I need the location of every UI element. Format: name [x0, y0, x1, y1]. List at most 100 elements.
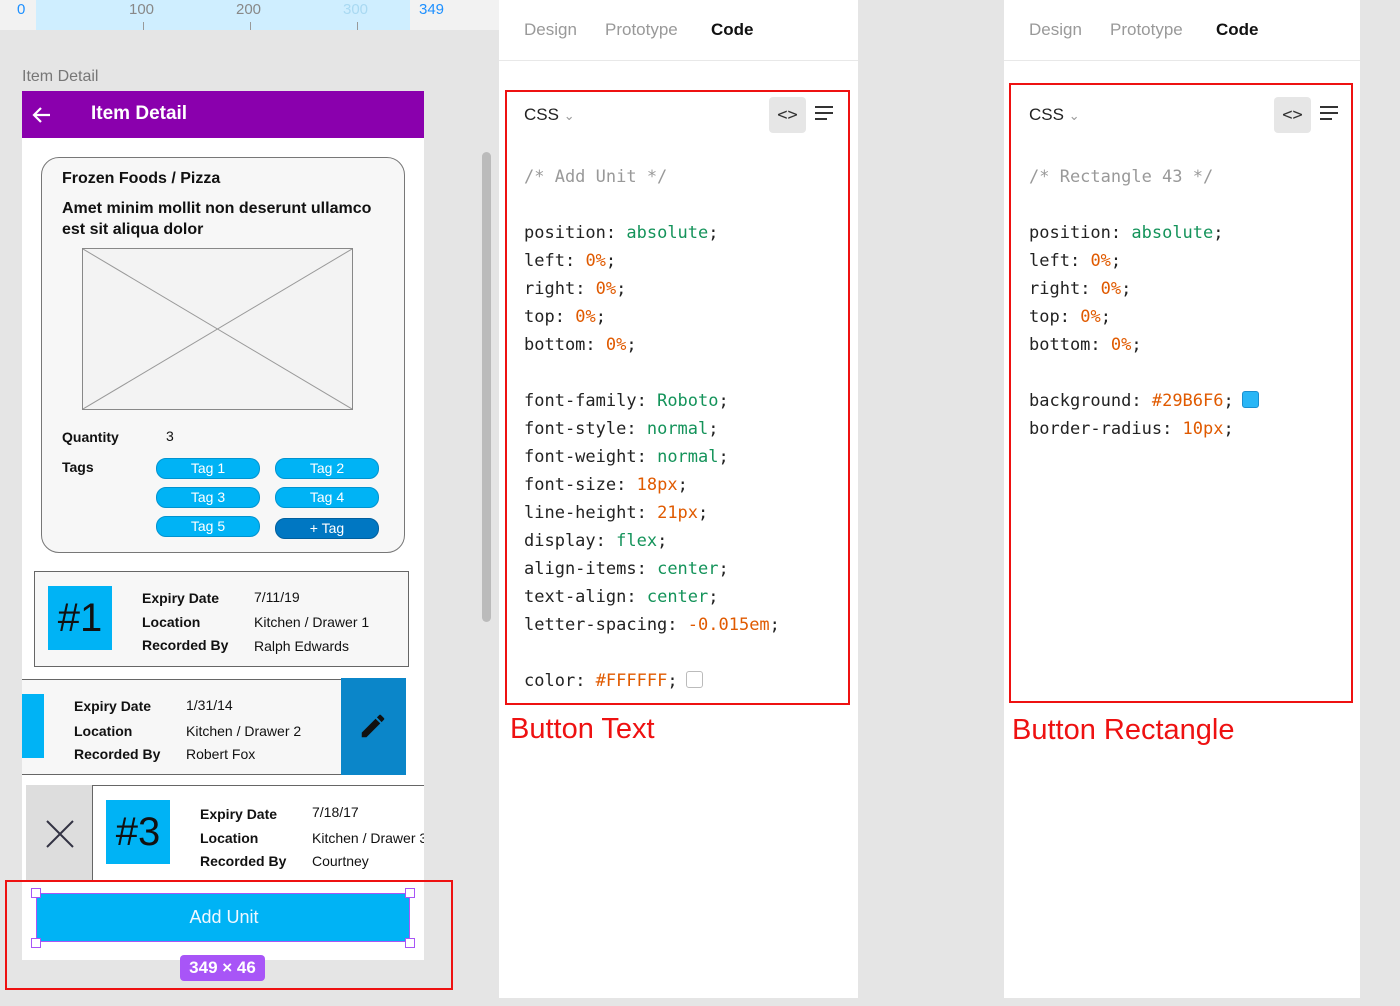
- css-property: background: [1029, 391, 1132, 411]
- css-value: 0%: [1090, 251, 1111, 271]
- css-value: 0%: [575, 307, 596, 327]
- css-property: bottom: [1029, 335, 1091, 355]
- tab-code[interactable]: Code: [711, 20, 754, 39]
- panel-tabs: Design Prototype Code: [1004, 0, 1360, 61]
- selection-handle[interactable]: [405, 938, 415, 948]
- recorded-label: Recorded By: [200, 853, 287, 869]
- css-value: 18px: [636, 475, 678, 495]
- css-value: -0.015em: [687, 615, 770, 635]
- code-block[interactable]: position: absolute; left: 0%; right: 0%; to…: [524, 219, 780, 695]
- back-arrow-icon[interactable]: [32, 105, 52, 125]
- code-line: font-weight: normal;: [524, 447, 729, 467]
- code-line: text-align: center;: [524, 587, 719, 607]
- tab-design[interactable]: Design: [524, 20, 577, 39]
- code-line: right: 0%;: [524, 279, 627, 299]
- css-value: absolute: [626, 223, 709, 243]
- css-property: top: [1029, 307, 1060, 327]
- selection-handle[interactable]: [31, 888, 41, 898]
- css-value: absolute: [1131, 223, 1214, 243]
- css-property: font-style: [524, 419, 627, 439]
- css-property: left: [1029, 251, 1070, 271]
- frame-label[interactable]: Item Detail: [22, 68, 99, 85]
- code-block[interactable]: position: absolute; left: 0%; right: 0%; to…: [1029, 219, 1259, 443]
- css-property: line-height: [524, 503, 637, 523]
- panel-caption: Button Text: [510, 713, 655, 745]
- item-category: Frozen Foods / Pizza: [62, 170, 221, 187]
- code-line: color: #FFFFFF;: [524, 667, 780, 695]
- selection-handle[interactable]: [405, 888, 415, 898]
- recorded-value: Courtney: [312, 853, 369, 869]
- code-view-button[interactable]: <>: [1274, 97, 1311, 133]
- item-description: Amet minim mollit non deserunt ullamco e…: [62, 200, 372, 238]
- css-property: bottom: [524, 335, 586, 355]
- tab-prototype[interactable]: Prototype: [1110, 20, 1183, 39]
- css-value: 0%: [585, 251, 606, 271]
- expiry-label: Expiry Date: [200, 806, 278, 822]
- color-swatch[interactable]: [1241, 391, 1259, 408]
- expiry-value: 7/11/19: [254, 589, 300, 605]
- language-select[interactable]: CSS ⌄: [524, 105, 575, 125]
- color-swatch[interactable]: [685, 671, 703, 688]
- tag-chip[interactable]: Tag 1: [156, 458, 260, 479]
- css-property: font-weight: [524, 447, 637, 467]
- tag-chip[interactable]: Tag 4: [275, 487, 379, 508]
- delete-unit-button[interactable]: [26, 785, 93, 881]
- css-property: text-align: [524, 587, 627, 607]
- code-brackets-icon: <>: [1282, 105, 1303, 125]
- panel-tabs: Design Prototype Code: [499, 0, 858, 61]
- code-line: font-style: normal;: [524, 419, 719, 439]
- selection-handle[interactable]: [31, 938, 41, 948]
- ruler-selection-highlight: [36, 0, 410, 30]
- expiry-value: 1/31/14: [186, 697, 233, 713]
- edit-unit-button[interactable]: [341, 678, 406, 775]
- css-value: 0%: [605, 335, 627, 355]
- location-value: Kitchen / Drawer 3: [312, 830, 424, 846]
- tag-chip[interactable]: Tag 2: [275, 458, 379, 479]
- code-line: border-radius: 10px;: [1029, 419, 1234, 439]
- css-property: display: [524, 531, 596, 551]
- add-tag-button[interactable]: + Tag: [275, 518, 379, 539]
- css-value: 0%: [1100, 279, 1122, 299]
- code-line: position: absolute;: [1029, 223, 1224, 243]
- scrollbar[interactable]: [482, 152, 491, 622]
- pencil-icon: [361, 714, 385, 738]
- location-value: Kitchen / Drawer 1: [254, 614, 370, 630]
- code-line: display: flex;: [524, 531, 668, 551]
- code-line: left: 0%;: [524, 251, 617, 271]
- unit-number: #3: [106, 800, 170, 864]
- image-placeholder: [82, 248, 353, 410]
- language-select[interactable]: CSS ⌄: [1029, 105, 1080, 125]
- code-line: line-height: 21px;: [524, 503, 709, 523]
- unit-row-swiped[interactable]: #3 Expiry Date Location Recorded By 7/18…: [92, 785, 424, 881]
- tab-code[interactable]: Code: [1216, 20, 1259, 39]
- list-view-icon[interactable]: [815, 106, 833, 122]
- phone-frame[interactable]: Item Detail Frozen Foods / Pizza Amet mi…: [22, 91, 424, 960]
- list-view-icon[interactable]: [1320, 106, 1338, 122]
- recorded-value: Robert Fox: [186, 746, 256, 762]
- recorded-label: Recorded By: [142, 637, 229, 653]
- css-property: right: [1029, 279, 1081, 299]
- panel-caption: Button Rectangle: [1012, 714, 1235, 746]
- css-value: 0%: [1110, 335, 1132, 355]
- location-label: Location: [200, 830, 259, 846]
- unit-row-swiped[interactable]: Expiry Date Location Recorded By 1/31/14…: [22, 679, 342, 775]
- css-value: normal: [657, 447, 719, 467]
- language-label: CSS: [524, 105, 559, 124]
- add-unit-label: Add Unit: [189, 907, 259, 927]
- ruler-label: 349: [419, 1, 445, 18]
- code-line: left: 0%;: [1029, 251, 1122, 271]
- chevron-down-icon: ⌄: [563, 108, 575, 123]
- code-line: top: 0%;: [1029, 307, 1111, 327]
- ruler-label: 200: [236, 1, 262, 18]
- tab-prototype[interactable]: Prototype: [605, 20, 678, 39]
- tab-design[interactable]: Design: [1029, 20, 1082, 39]
- item-card: Frozen Foods / Pizza Amet minim mollit n…: [41, 157, 405, 553]
- image-placeholder-cross-icon: [83, 249, 352, 409]
- tag-chip[interactable]: Tag 3: [156, 487, 260, 508]
- ruler-label: 100: [129, 1, 155, 18]
- code-view-button[interactable]: <>: [769, 97, 806, 133]
- add-unit-button[interactable]: Add Unit: [36, 893, 410, 942]
- tag-chip[interactable]: Tag 5: [156, 516, 260, 537]
- unit-row[interactable]: #1 Expiry Date Location Recorded By 7/11…: [34, 571, 409, 667]
- css-property: right: [524, 279, 576, 299]
